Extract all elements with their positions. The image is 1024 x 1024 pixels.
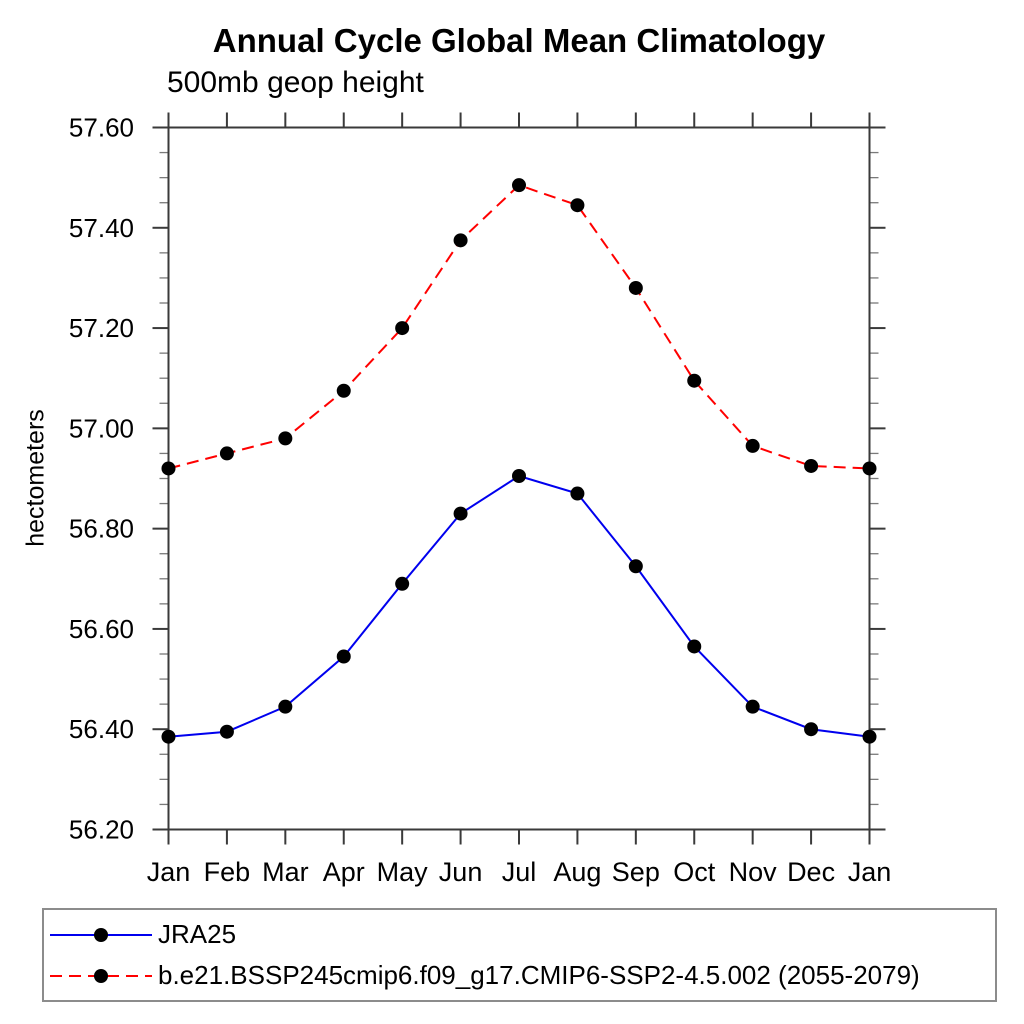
chart-title: Annual Cycle Global Mean Climatology xyxy=(212,22,826,59)
y-tick-label: 57.60 xyxy=(69,113,134,143)
series-path-0 xyxy=(168,474,870,738)
data-point-marker xyxy=(804,458,819,473)
data-point-marker xyxy=(570,486,585,501)
x-tick-label: Nov xyxy=(729,857,778,887)
x-tick-label: Jul xyxy=(502,857,537,887)
data-point-marker xyxy=(628,559,643,574)
y-tick-label: 56.40 xyxy=(69,714,134,744)
data-point-marker xyxy=(336,649,351,664)
legend-marker xyxy=(94,927,108,942)
data-point-marker xyxy=(278,431,293,446)
legend-box: JRA25 b.e21.BSSP245cmip6.f09_g17.CMIP6-S… xyxy=(42,908,997,1002)
x-tick-label: Sep xyxy=(612,857,660,887)
data-point-marker xyxy=(512,468,526,483)
series-markers-0 xyxy=(161,468,877,744)
y-tick-label: 56.20 xyxy=(69,815,134,845)
x-tick-label: Jun xyxy=(439,857,483,887)
y-tick-label: 57.00 xyxy=(69,413,134,443)
x-tick-label: Oct xyxy=(673,857,716,887)
series-markers-1 xyxy=(161,178,877,476)
data-point-marker xyxy=(804,722,819,737)
data-point-marker xyxy=(219,446,234,461)
y-axis-major-ticks xyxy=(152,126,886,831)
legend-swatch-jra25 xyxy=(50,927,152,942)
data-point-marker xyxy=(862,729,877,744)
y-axis-minor-ticks xyxy=(159,151,879,806)
x-axis-ticks xyxy=(167,112,871,845)
data-point-marker xyxy=(453,233,468,248)
data-point-marker xyxy=(687,639,702,654)
x-tick-label: Dec xyxy=(787,857,835,887)
data-point-marker xyxy=(453,506,468,521)
data-point-marker xyxy=(862,461,877,476)
plot-frame xyxy=(167,126,871,831)
legend-swatch-model xyxy=(50,968,152,983)
x-tick-label: Jan xyxy=(848,857,892,887)
series-line-1 xyxy=(168,184,870,470)
series-line-0 xyxy=(168,474,870,738)
data-point-marker xyxy=(570,198,585,213)
legend-label-jra25: JRA25 xyxy=(158,919,237,949)
data-point-marker xyxy=(161,729,176,744)
y-tick-label: 56.60 xyxy=(69,614,134,644)
series-path-1 xyxy=(168,184,870,470)
x-axis-tick-labels: Jan Feb Mar Apr May Jun Jul Aug Sep Oct Nov Dec Jan xyxy=(147,857,892,887)
x-tick-label: Feb xyxy=(204,857,251,887)
legend-marker xyxy=(94,968,108,983)
y-tick-label: 56.80 xyxy=(69,514,134,544)
legend-item-jra25: JRA25 xyxy=(48,914,995,955)
data-point-marker xyxy=(745,438,760,453)
data-point-marker xyxy=(687,373,702,388)
x-tick-label: Jan xyxy=(147,857,191,887)
data-point-marker xyxy=(628,280,643,295)
data-point-marker xyxy=(395,321,410,336)
legend-item-model: b.e21.BSSP245cmip6.f09_g17.CMIP6-SSP2-4.… xyxy=(48,955,995,996)
data-point-marker xyxy=(512,178,526,193)
x-tick-label: Apr xyxy=(323,857,365,887)
data-point-marker xyxy=(278,699,293,714)
data-point-marker xyxy=(336,383,351,398)
y-tick-label: 57.40 xyxy=(69,213,134,243)
data-point-marker xyxy=(395,576,410,591)
x-tick-label: May xyxy=(377,857,429,887)
legend-label-model: b.e21.BSSP245cmip6.f09_g17.CMIP6-SSP2-4.… xyxy=(158,960,920,990)
chart-subtitle: 500mb geop height xyxy=(167,66,424,99)
x-tick-label: Mar xyxy=(262,857,309,887)
data-point-marker xyxy=(161,461,176,476)
data-point-marker xyxy=(219,724,234,739)
y-axis-tick-labels: 56.20 56.40 56.60 56.80 57.00 57.20 57.40 57.60 xyxy=(69,113,134,845)
x-tick-label: Aug xyxy=(553,857,601,887)
data-point-marker xyxy=(745,699,760,714)
y-tick-label: 57.20 xyxy=(69,313,134,343)
